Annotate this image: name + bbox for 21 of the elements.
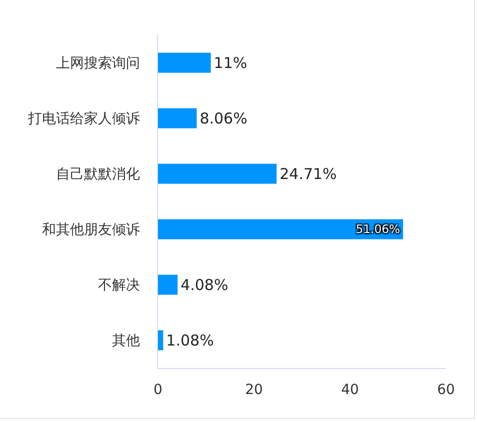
bar — [158, 330, 164, 350]
data-label: 1.08% — [166, 331, 214, 350]
data-label: 11% — [214, 54, 248, 72]
x-tick-label: 20 — [245, 382, 263, 398]
data-label: 8.06% — [200, 109, 248, 128]
data-label: 24.71% — [280, 164, 337, 183]
x-tick-label: 40 — [341, 382, 359, 398]
bar — [158, 164, 277, 184]
y-tick-label: 和其他朋友倾诉 — [42, 222, 140, 238]
x-tick-label: 60 — [437, 382, 455, 398]
x-tick-label: 0 — [154, 382, 162, 398]
data-label: 4.08% — [180, 276, 228, 294]
y-tick-label: 打电话给家人倾诉 — [27, 111, 140, 128]
bar — [158, 108, 197, 128]
y-tick-label: 不解决 — [98, 278, 140, 294]
y-tick-label: 其他 — [112, 333, 140, 350]
bar — [158, 52, 211, 73]
y-tick-label: 上网搜索询问 — [56, 56, 140, 72]
data-label: 51.06% — [356, 222, 400, 236]
y-tick-label: 自己默默消化 — [56, 166, 140, 183]
bar — [158, 274, 178, 295]
